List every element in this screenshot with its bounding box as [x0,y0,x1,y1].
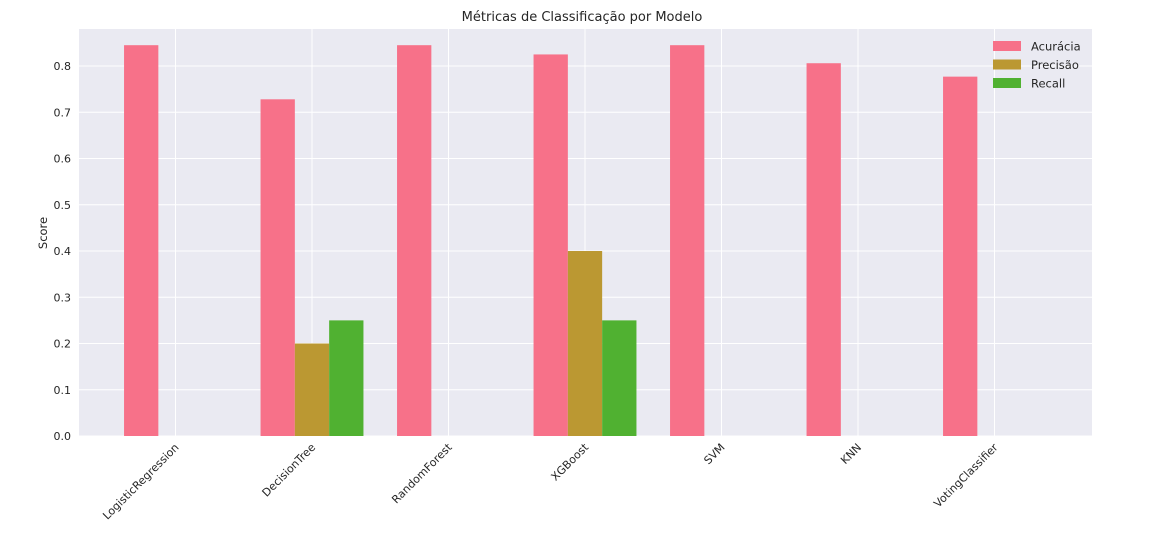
x-tick-label: XGBoost [549,440,592,483]
legend: Acurácia Precisão Recall [993,40,1081,91]
x-tick-label: SVM [701,441,727,467]
bar-XGBoost-2 [602,320,637,436]
y-tick-label: 0.4 [54,245,72,258]
y-tick-label: 0.5 [54,199,72,212]
x-tick-label: RandomForest [389,440,455,506]
bar-RandomForest-0 [397,45,432,436]
y-tick-label: 0.3 [54,291,72,304]
legend-swatch-2 [993,78,1021,88]
bar-XGBoost-0 [533,54,568,436]
x-tick-label: LogisticRegression [100,441,181,522]
x-tick-label: KNN [838,441,864,467]
x-axis: LogisticRegression DecisionTree RandomFore… [100,440,1001,522]
bar-XGBoost-1 [567,251,603,436]
legend-swatch-0 [993,41,1021,51]
bar-DecisionTree-1 [294,343,330,436]
legend-label-0: Acurácia [1031,40,1081,54]
y-tick-label: 0.7 [54,106,72,119]
bar-LogisticRegression-0 [124,45,159,436]
y-axis: 0.0 0.1 0.2 0.3 0.4 0.5 0.6 0.7 0.8 [54,60,72,443]
x-tick-label: DecisionTree [260,441,319,500]
legend-swatch-1 [993,59,1021,70]
bar-DecisionTree-2 [329,320,364,436]
y-tick-label: 0.6 [54,153,72,166]
y-tick-label: 0.8 [54,60,72,73]
bar-DecisionTree-0 [260,99,295,437]
bars [124,45,978,437]
y-axis-title: Score [36,217,50,249]
chart-title: Métricas de Classificação por Modelo [462,10,703,25]
bar-KNN-0 [806,63,841,436]
bar-SVM-0 [670,45,705,436]
legend-label-2: Recall [1031,77,1065,91]
legend-label-1: Precisão [1031,58,1079,72]
y-tick-label: 0.1 [54,384,72,397]
bar-VotingClassifier-0 [943,76,978,436]
y-tick-label: 0.0 [54,430,72,443]
y-tick-label: 0.2 [54,338,72,351]
x-tick-label: VotingClassifier [931,441,1001,511]
